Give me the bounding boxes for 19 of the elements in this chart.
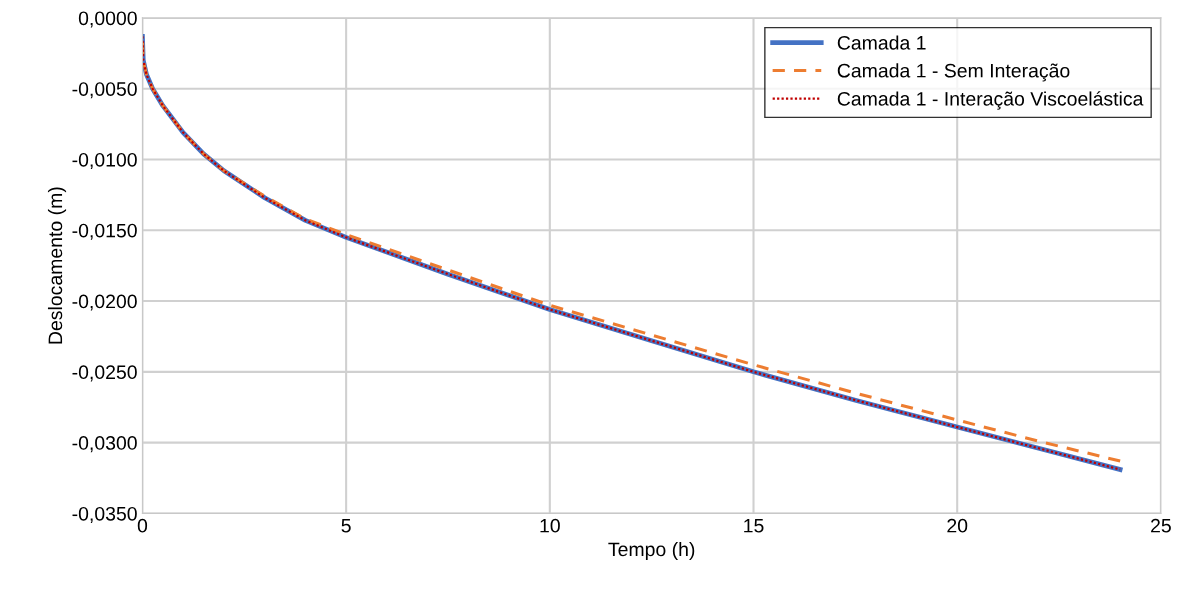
y-tick-label: -0,0300 [72, 436, 137, 453]
legend-label: Camada 1 [837, 35, 926, 50]
y-tick-label: 0,0000 [78, 11, 137, 28]
x-tick-label: 20 [947, 518, 968, 533]
legend-label: Camada 1 - Interação Viscoelástica [837, 91, 1144, 110]
y-tick-label: -0,0100 [72, 152, 137, 170]
x-tick-label: 5 [341, 519, 351, 533]
y-tick-label: -0,0150 [72, 223, 137, 240]
legend-label: Camada 1 - Sem Interação [837, 63, 1070, 82]
y-axis-title: Deslocamento (m) [47, 187, 67, 344]
x-tick-label: 0 [137, 518, 148, 533]
x-tick-label: 15 [744, 519, 764, 533]
x-tick-label: 25 [1151, 518, 1171, 533]
y-tick-label: -0,0050 [72, 82, 137, 99]
x-tick-label: 10 [540, 518, 560, 533]
y-tick-label: -0,0200 [72, 294, 137, 311]
y-tick-label: -0,0350 [72, 506, 137, 523]
x-axis-title: Tempo (h) [608, 541, 695, 561]
y-tick-label: -0,0250 [72, 365, 137, 382]
